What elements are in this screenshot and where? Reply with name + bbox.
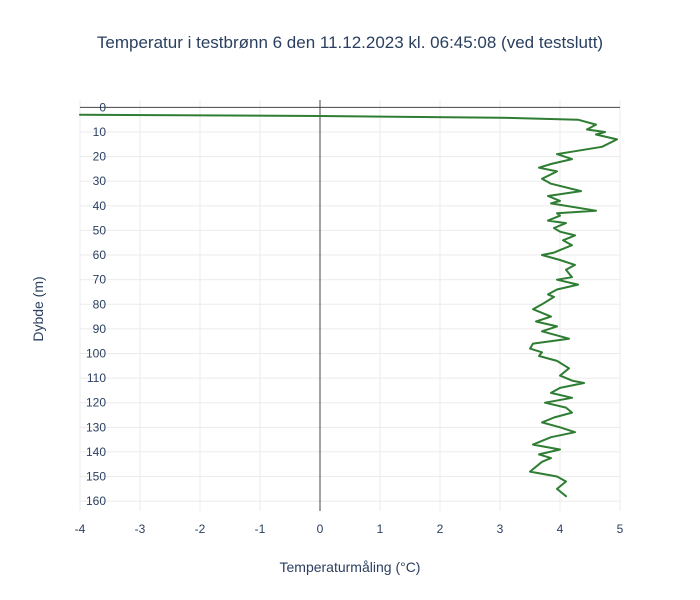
y-tick-label: 40 [93,199,107,213]
y-tick-label: 30 [93,174,107,188]
y-tick-label: 120 [86,396,106,410]
y-tick-label: 140 [86,445,106,459]
x-tick-label: -4 [75,522,86,536]
y-tick-label: 60 [93,248,107,262]
x-tick-label: 2 [437,522,444,536]
chart-title: Temperatur i testbrønn 6 den 11.12.2023 … [96,33,604,52]
grid-lines [79,100,621,511]
series-line-group [79,113,618,498]
y-tick-label: 90 [93,322,107,336]
x-tick-label: 0 [317,522,324,536]
y-tick-label: 160 [86,494,106,508]
y-tick-label: 10 [93,125,107,139]
x-tick-label: 3 [497,522,504,536]
y-tick-label: 110 [87,371,106,385]
y-tick-label: 130 [86,420,106,434]
x-tick-label: -2 [195,522,206,536]
x-tick-labels: -4 -3 -2 -1 0 1 2 3 4 5 [75,522,624,536]
x-tick-label: -1 [255,522,266,536]
y-tick-label: 100 [86,346,106,360]
y-tick-label: 50 [93,223,107,237]
y-axis-title: Dybde (m) [30,276,46,341]
x-tick-label: -3 [135,522,146,536]
zero-lines [80,100,620,511]
y-tick-label: 80 [93,297,107,311]
x-tick-label: 5 [617,522,624,536]
x-tick-label: 1 [377,522,384,536]
y-tick-labels: 0 10 20 30 40 50 60 70 80 90 100 110 120 130 140 150 160 [86,100,106,508]
temperature-series-line [79,113,618,498]
y-tick-label: 150 [86,470,106,484]
x-axis-title: Temperaturmåling (°C) [280,559,421,575]
x-tick-label: 4 [557,522,564,536]
y-tick-label: 70 [93,273,107,287]
y-tick-label: 0 [99,100,106,114]
y-tick-label: 20 [93,150,107,164]
